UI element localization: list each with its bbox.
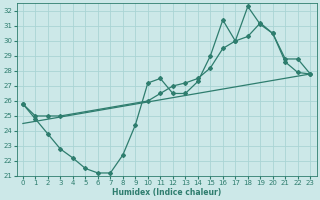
X-axis label: Humidex (Indice chaleur): Humidex (Indice chaleur) xyxy=(112,188,221,197)
